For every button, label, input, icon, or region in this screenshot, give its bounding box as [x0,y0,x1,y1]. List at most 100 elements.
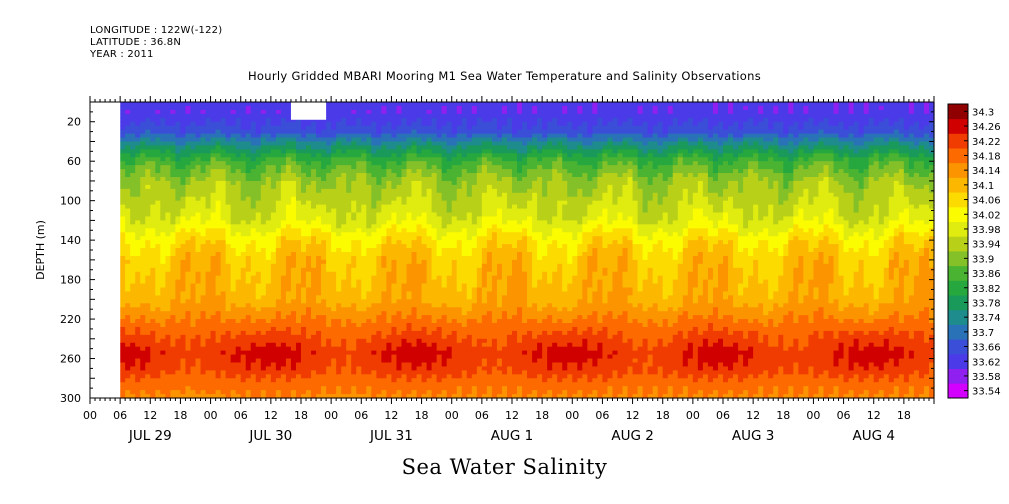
heatmap-cell [441,362,448,368]
heatmap-cell [366,255,372,261]
heatmap-cell [195,240,202,245]
heatmap-cell [190,330,197,336]
heatmap-cell [220,240,227,245]
heatmap-cell [135,244,141,249]
heatmap-cell [140,224,146,229]
heatmap-cell [165,121,171,127]
heatmap-cell [160,153,166,158]
heatmap-cell [215,251,222,257]
heatmap-cell [255,188,262,194]
heatmap-cell [180,176,187,182]
heatmap-cell [301,354,307,360]
heatmap-cell [306,216,312,221]
heatmap-cell [145,390,151,395]
heatmap-cell [245,271,252,277]
heatmap-cell [120,374,126,379]
heatmap-cell [225,358,232,364]
heatmap-cell [306,228,312,233]
heatmap-cell [210,303,217,308]
heatmap-cell [135,358,141,364]
heatmap-cell [225,129,232,135]
heatmap-cell [431,236,438,241]
heatmap-cell [245,149,252,154]
heatmap-cell [311,204,317,210]
heatmap-cell [140,220,146,225]
heatmap-cell [260,311,267,316]
heatmap-cell [190,145,197,150]
heatmap-cell [125,263,131,269]
heatmap-cell [301,362,307,368]
heatmap-cell [381,157,387,162]
heatmap-cell [270,251,277,257]
heatmap-cell [235,354,242,360]
heatmap-cell [190,137,197,143]
heatmap-cell [431,117,438,123]
heatmap-cell [366,259,372,265]
heatmap-cell [411,216,418,221]
heatmap-cell [140,287,146,293]
heatmap-cell [451,259,458,265]
heatmap-cell [140,319,146,324]
heatmap-cell [341,157,347,162]
heatmap-cell [341,208,347,214]
heatmap-cell [326,319,332,324]
heatmap-cell [451,105,458,111]
heatmap-cell [120,248,126,253]
heatmap-cell [371,121,377,127]
heatmap-cell [401,204,408,210]
heatmap-cell [145,129,151,135]
heatmap-cell [301,283,307,289]
heatmap-cell [230,157,237,162]
heatmap-cell [346,311,352,316]
heatmap-cell [406,169,413,174]
heatmap-cell [366,370,372,375]
heatmap-cell [421,141,428,147]
heatmap-cell [290,184,297,190]
heatmap-cell [416,283,423,289]
heatmap-cell [220,188,227,194]
heatmap-cell [180,291,187,296]
heatmap-cell [260,390,267,395]
heatmap-cell [346,319,352,324]
heatmap-cell [446,291,453,296]
heatmap-cell [391,251,398,257]
heatmap-cell [190,307,197,312]
heatmap-cell [225,267,232,273]
heatmap-cell [406,366,413,371]
heatmap-cell [316,378,322,383]
heatmap-cell [301,204,307,210]
heatmap-cell [195,176,202,182]
heatmap-cell [155,192,161,198]
heatmap-cell [235,386,242,391]
heatmap-cell [321,386,327,391]
heatmap-cell [316,275,322,281]
heatmap-cell [295,153,302,158]
heatmap-cell [376,224,382,229]
heatmap-cell [381,236,387,241]
heatmap-cell [245,216,252,221]
heatmap-cell [240,105,247,111]
heatmap-cell [371,176,377,182]
heatmap-cell [361,382,367,387]
heatmap-cell [331,394,337,399]
heatmap-cell [416,248,423,253]
heatmap-cell [270,374,277,379]
heatmap-cell [361,346,367,352]
heatmap-cell [336,153,342,158]
heatmap-cell [441,326,448,332]
heatmap-cell [240,216,247,221]
heatmap-cell [255,255,262,261]
heatmap-cell [205,208,212,214]
heatmap-cell [135,188,141,194]
heatmap-cell [295,228,302,233]
heatmap-cell [240,374,247,379]
heatmap-cell [255,113,262,119]
heatmap-cell [436,291,443,296]
heatmap-cell [406,117,413,123]
heatmap-cell [336,342,342,348]
heatmap-cell [255,291,262,296]
heatmap-cell [130,275,136,281]
heatmap-cell [426,366,433,371]
heatmap-cell [401,271,408,277]
heatmap-cell [190,248,197,253]
